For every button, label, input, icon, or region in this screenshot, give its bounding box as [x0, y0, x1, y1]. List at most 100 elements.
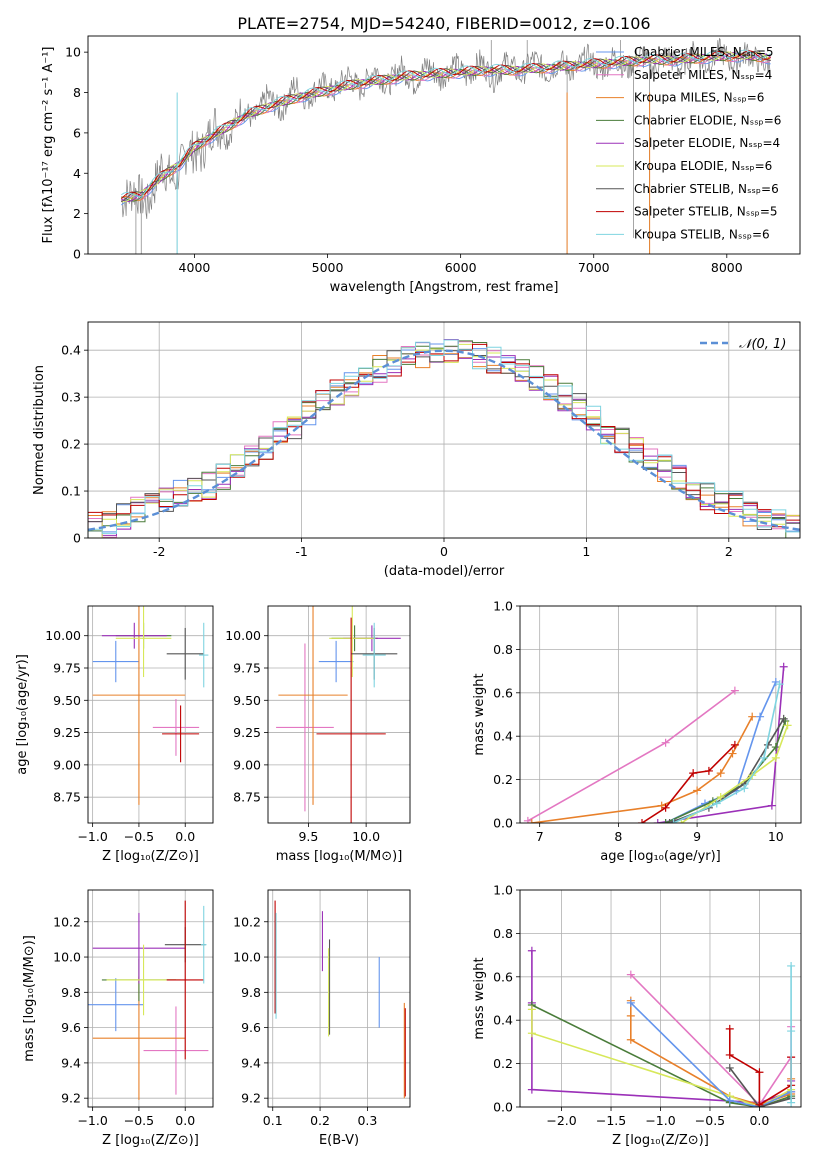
errorbar-plot-area — [88, 900, 209, 1100]
plus-marker — [626, 1035, 635, 1044]
x-axis-label: age [log₁₀(age/yr)] — [600, 849, 721, 864]
plus-marker — [779, 714, 788, 723]
y-axis-label: mass [log₁₀(M/M⊙)] — [22, 935, 37, 1062]
line-plot-area — [523, 662, 792, 823]
x-tick-label: −1.0 — [77, 829, 107, 844]
data-point — [166, 900, 204, 1060]
plus-marker — [787, 961, 796, 970]
x-tick-label: -1 — [295, 544, 307, 559]
plus-marker — [669, 819, 678, 823]
series-line — [787, 961, 796, 1107]
x-tick-label: 1 — [582, 544, 590, 559]
legend-label: Kroupa MILES, Nₛₛₚ=6 — [634, 91, 764, 105]
histogram-legend: 𝒩(0, 1) — [700, 337, 786, 352]
legend-label: Chabrier MILES, Nₛₛₚ=5 — [634, 45, 774, 59]
data-point — [166, 627, 204, 680]
errorbar-plot-area — [274, 900, 406, 1099]
data-point — [143, 1006, 209, 1095]
x-tick-label: 9.5 — [298, 829, 318, 844]
y-tick-label: 0.2 — [61, 437, 81, 452]
plus-marker — [771, 753, 780, 762]
y-tick-label: 9.2 — [241, 1091, 261, 1106]
spectrum-plot-area — [120, 37, 771, 254]
data-point — [318, 640, 354, 683]
plus-marker — [638, 819, 647, 823]
plus-marker — [693, 786, 702, 795]
x-tick-label: 10 — [768, 829, 784, 844]
y-tick-label: 10.2 — [53, 914, 81, 929]
y-axis-label: mass weight — [472, 957, 487, 1039]
x-axis-label: Z [log₁₀(Z/Z⊙)] — [102, 849, 199, 864]
data-point — [278, 606, 348, 805]
data-point — [152, 699, 200, 756]
x-tick-label: 0.0 — [175, 829, 195, 844]
plus-marker — [783, 721, 792, 730]
x-tick-label: −1.0 — [645, 1113, 675, 1128]
plus-marker — [725, 1050, 734, 1059]
series-path — [729, 1067, 792, 1107]
data-point — [329, 606, 376, 678]
mass-vs-ebv-panel: 0.1 0.2 0.3 9.2 9.4 9.6 9.8 10.0 10.2 E(B-V) — [233, 889, 411, 1148]
y-tick-label: 0.0 — [493, 816, 513, 831]
errorbar-plot-area — [276, 606, 401, 823]
y-tick-label: 9.8 — [241, 985, 261, 1000]
y-axis-label: mass weight — [472, 673, 487, 755]
plus-marker — [748, 712, 757, 721]
x-tick-label: −0.5 — [124, 829, 154, 844]
y-tick-label: 8.75 — [233, 790, 261, 805]
model-spectrum-line — [121, 52, 771, 202]
model-spectrum-line — [120, 53, 771, 202]
x-tick-label: −1.0 — [77, 1113, 107, 1128]
histogram-step-line — [88, 339, 800, 538]
normal-reference-curve — [88, 349, 800, 531]
data-point — [92, 912, 186, 984]
model-spectrum-line — [121, 51, 771, 203]
y-axis-label: age [log₁₀(age/yr)] — [15, 654, 30, 775]
plus-marker — [712, 799, 721, 808]
spectrum-panel: 4000 5000 6000 7000 8000 0 2 4 6 8 10 wavelength [A… — [41, 35, 801, 295]
series-path — [531, 716, 753, 823]
x-tick-label: -2 — [153, 544, 165, 559]
y-tick-label: 1.0 — [493, 883, 513, 898]
legend-label: Chabrier STELIB, Nₛₛₚ=6 — [634, 182, 779, 196]
y-tick-label: 9.6 — [241, 1020, 261, 1035]
data-point — [88, 978, 144, 1032]
age-vs-z-panel: −1.0 −0.5 0.0 8.75 9.00 9.25 9.50 9.75 10.00 Z [l… — [15, 605, 214, 864]
x-tick-label: −0.5 — [124, 1113, 154, 1128]
y-tick-label: 0.4 — [493, 729, 513, 744]
y-tick-label: 9.6 — [61, 1020, 81, 1035]
y-tick-label: 9.25 — [233, 725, 261, 740]
y-tick-label: 0.0 — [493, 1100, 513, 1115]
plus-marker — [527, 1085, 536, 1094]
y-tick-label: 10 — [65, 45, 81, 60]
plus-marker — [527, 1005, 536, 1014]
x-tick-label: 7000 — [578, 260, 610, 275]
y-tick-label: 10.2 — [233, 914, 261, 929]
age-vs-mass-panel: 9.5 10.0 8.75 9.00 9.25 9.50 9.75 10.00 mass [lo… — [225, 605, 411, 864]
x-tick-label: −0.5 — [695, 1113, 725, 1128]
y-axis-label: Normed distribution — [32, 365, 47, 495]
data-point — [101, 622, 167, 649]
legend-label: Salpeter STELIB, Nₛₛₚ=5 — [634, 205, 778, 219]
plus-marker — [527, 946, 536, 955]
histogram-plot-area — [88, 339, 800, 538]
observed-spectrum-line — [120, 37, 771, 219]
y-tick-label: 10.0 — [53, 950, 81, 965]
y-tick-label: 9.50 — [53, 693, 81, 708]
y-tick-label: 0 — [73, 531, 81, 546]
x-tick-label: 0.1 — [263, 1113, 283, 1128]
axes-frame — [519, 889, 802, 1108]
data-point — [316, 617, 386, 823]
y-tick-label: 9.8 — [61, 985, 81, 1000]
mass-weight-vs-age-panel: 7 8 9 10 0.0 0.2 0.4 0.6 0.8 1.0 age [log₁₀(age/yr… — [472, 599, 802, 864]
plus-marker — [689, 769, 698, 778]
plus-marker — [626, 998, 635, 1007]
y-tick-label: 9.25 — [53, 725, 81, 740]
y-tick-label: 10.0 — [233, 950, 261, 965]
y-tick-label: 0.3 — [61, 390, 81, 405]
axes-frame — [87, 35, 801, 255]
model-spectrum-line — [121, 49, 771, 198]
y-tick-label: 10.00 — [45, 628, 81, 643]
